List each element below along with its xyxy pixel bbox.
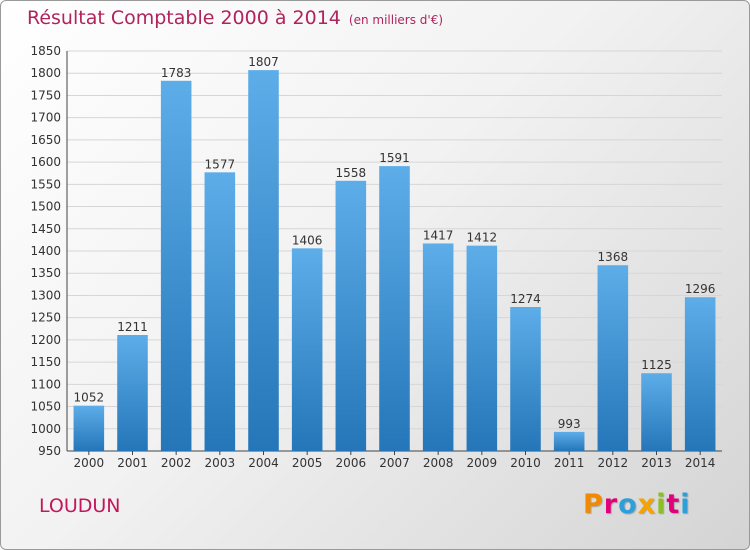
bar-2006 — [335, 180, 367, 451]
brand-letter: x — [637, 489, 657, 520]
brand-letter: o — [618, 489, 638, 520]
bar-2001 — [117, 335, 148, 451]
data-label-2000: 1052 — [74, 391, 105, 405]
data-label-2013: 1125 — [641, 358, 672, 372]
x-tick-label-2007: 2007 — [379, 456, 410, 470]
data-label-2002: 1783 — [161, 66, 192, 80]
x-tick-label-2010: 2010 — [510, 456, 541, 470]
bar-2010 — [510, 307, 541, 451]
chart-title: Résultat Comptable 2000 à 2014 (en millie… — [27, 7, 443, 29]
x-tick-label-2012: 2012 — [598, 456, 629, 470]
data-label-2011: 993 — [558, 417, 581, 431]
data-label-2006: 1558 — [336, 166, 367, 180]
y-tick-label: 1500 — [30, 200, 61, 214]
y-tick-label: 1750 — [30, 88, 61, 102]
brand-letter: i — [680, 489, 691, 520]
bar-2011 — [553, 431, 585, 451]
x-tick-label-2001: 2001 — [117, 456, 148, 470]
x-tick-label-2003: 2003 — [205, 456, 236, 470]
data-label-2001: 1211 — [117, 320, 148, 334]
y-tick-label: 1000 — [30, 422, 61, 436]
x-tick-label-2005: 2005 — [292, 456, 323, 470]
y-tick-label: 950 — [38, 444, 61, 458]
y-tick-label: 1150 — [30, 355, 61, 369]
x-tick-label-2004: 2004 — [248, 456, 279, 470]
x-tick-label-2008: 2008 — [423, 456, 454, 470]
y-tick-label: 1550 — [30, 177, 61, 191]
x-tick-label-2011: 2011 — [554, 456, 585, 470]
bar-2005 — [291, 248, 323, 451]
data-label-2003: 1577 — [205, 157, 236, 171]
brand-letter: i — [656, 489, 667, 520]
chart-subtitle: (en milliers d'€) — [348, 13, 444, 27]
y-tick-label: 1850 — [30, 44, 61, 58]
data-label-2009: 1412 — [467, 231, 498, 245]
data-label-2014: 1296 — [685, 282, 716, 296]
data-label-2012: 1368 — [598, 250, 629, 264]
y-tick-label: 1450 — [30, 222, 61, 236]
y-tick-label: 1800 — [30, 66, 61, 80]
y-tick-label: 1050 — [30, 400, 61, 414]
data-label-2008: 1417 — [423, 228, 454, 242]
y-tick-label: 1200 — [30, 333, 61, 347]
x-tick-label-2006: 2006 — [336, 456, 367, 470]
y-tick-label: 1100 — [30, 377, 61, 391]
bars — [73, 70, 716, 452]
y-tick-label: 1250 — [30, 311, 61, 325]
data-label-2004: 1807 — [248, 55, 279, 69]
x-tick-label-2002: 2002 — [161, 456, 192, 470]
x-tick-label-2000: 2000 — [74, 456, 105, 470]
x-tick-label-2009: 2009 — [467, 456, 498, 470]
bar-2000 — [73, 405, 105, 451]
y-tick-label: 1700 — [30, 111, 61, 125]
bar-2003 — [204, 172, 236, 452]
brand-letter: P — [583, 489, 604, 520]
bar-2002 — [160, 80, 192, 452]
data-labels: 1052 1211 1783 1577 1807 1406 1558 1591 1417 1412… — [74, 55, 716, 431]
bar-2014 — [684, 297, 716, 451]
y-tick-label: 1350 — [30, 266, 61, 280]
x-tick-label-2013: 2013 — [641, 456, 672, 470]
data-label-2010: 1274 — [510, 292, 541, 306]
data-label-2007: 1591 — [379, 151, 410, 165]
bar-2008 — [422, 243, 454, 451]
place-name: LOUDUN — [39, 495, 121, 517]
y-tick-label: 1650 — [30, 133, 61, 147]
bar-2009 — [466, 245, 498, 451]
bar-2013 — [641, 373, 672, 451]
y-tick-label: 1600 — [30, 155, 61, 169]
y-tick-label: 1300 — [30, 288, 61, 302]
bar-2004 — [248, 70, 279, 451]
bar-2007 — [379, 166, 410, 451]
y-tick-label: 1400 — [30, 244, 61, 258]
chart-title-text: Résultat Comptable 2000 à 2014 — [27, 7, 341, 29]
axes: 950 1000 1050 1100 1150 1200 1250 1300 1350 1400 1… — [30, 44, 722, 470]
x-tick-label-2014: 2014 — [685, 456, 716, 470]
brand-letter: r — [603, 489, 619, 520]
brand-letter: t — [666, 489, 681, 520]
brand-logo: Proxiti — [583, 489, 691, 520]
bar-2012 — [597, 265, 629, 451]
data-label-2005: 1406 — [292, 233, 323, 247]
